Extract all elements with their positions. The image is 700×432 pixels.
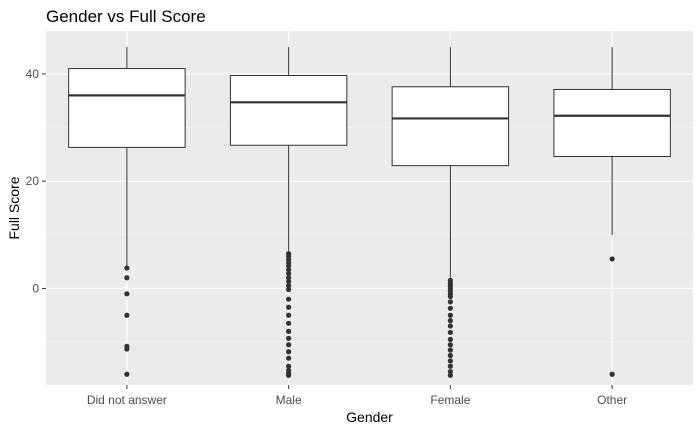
y-axis-title: Full Score	[6, 176, 22, 239]
outlier-point	[286, 320, 292, 326]
outlier-point	[286, 335, 292, 341]
box-group	[68, 47, 186, 377]
outlier-point	[286, 342, 292, 348]
x-tick-label: Male	[276, 393, 302, 407]
box-layer	[68, 47, 671, 378]
iqr-box	[229, 75, 348, 146]
outlier-point	[447, 342, 453, 348]
x-tick-label: Other	[597, 393, 627, 407]
outlier-point	[286, 283, 292, 289]
outlier-point	[286, 312, 292, 318]
outlier-point	[286, 363, 292, 369]
outlier-point	[124, 291, 130, 297]
x-tick-label: Female	[430, 393, 470, 407]
outlier-point	[286, 304, 292, 310]
box-group	[391, 47, 510, 378]
iqr-box	[68, 68, 186, 148]
y-tick-label: 40	[26, 67, 40, 81]
outlier-point	[447, 329, 453, 336]
outlier-point	[124, 346, 130, 352]
outlier-point	[286, 263, 292, 269]
outlier-point	[447, 318, 453, 324]
outlier-point	[286, 278, 292, 285]
outlier-point	[124, 371, 130, 377]
outlier-point	[447, 352, 453, 359]
outlier-point	[447, 312, 453, 318]
outlier-point	[286, 296, 292, 302]
outlier-point	[609, 371, 615, 377]
outlier-point	[447, 368, 453, 375]
outlier-point	[447, 293, 453, 300]
outlier-point	[286, 286, 292, 293]
outlier-point	[286, 270, 292, 277]
outlier-point	[609, 256, 615, 262]
outlier-point	[286, 267, 292, 273]
box-group	[229, 47, 348, 378]
outlier-point	[286, 372, 292, 378]
outlier-point	[447, 363, 453, 369]
y-tick-label: 0	[32, 281, 39, 295]
outlier-point	[124, 265, 130, 271]
outlier-point	[447, 347, 453, 353]
outlier-point	[286, 328, 292, 334]
outlier-point	[124, 312, 130, 318]
outlier-point	[447, 299, 453, 305]
outlier-point	[286, 349, 292, 355]
iqr-box	[553, 88, 671, 158]
x-axis-title: Gender	[346, 409, 393, 425]
y-tick-label: 20	[26, 174, 40, 188]
box-group	[553, 47, 671, 377]
outlier-point	[124, 275, 130, 281]
axis-layer: 0 20 40 Did not answer Male Female Other	[26, 67, 627, 407]
outlier-point	[286, 355, 292, 361]
chart-title: Gender vs Full Score	[46, 7, 206, 26]
iqr-box	[391, 86, 510, 167]
outlier-point	[447, 323, 453, 329]
outlier-point	[447, 358, 453, 364]
x-tick-label: Did not answer	[87, 393, 167, 407]
outlier-point	[286, 275, 292, 281]
outlier-point	[447, 336, 453, 343]
outlier-point	[447, 305, 453, 311]
outlier-point	[447, 372, 453, 378]
